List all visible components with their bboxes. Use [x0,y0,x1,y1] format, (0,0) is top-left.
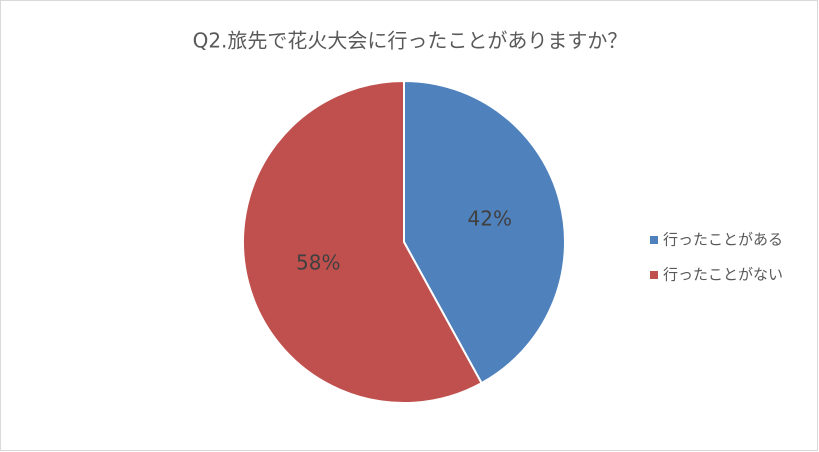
legend-swatch [650,236,658,244]
pie-slice [242,79,483,404]
legend-swatch [650,271,658,279]
legend-label: 行ったことがない [663,266,783,284]
data-label: 58% [296,251,340,275]
legend-label: 行ったことがある [663,231,783,249]
chart-title: Q2.旅先で花火大会に行ったことがありますか？ [193,29,628,53]
pie-slice [403,79,566,385]
data-label: 42% [468,206,512,230]
